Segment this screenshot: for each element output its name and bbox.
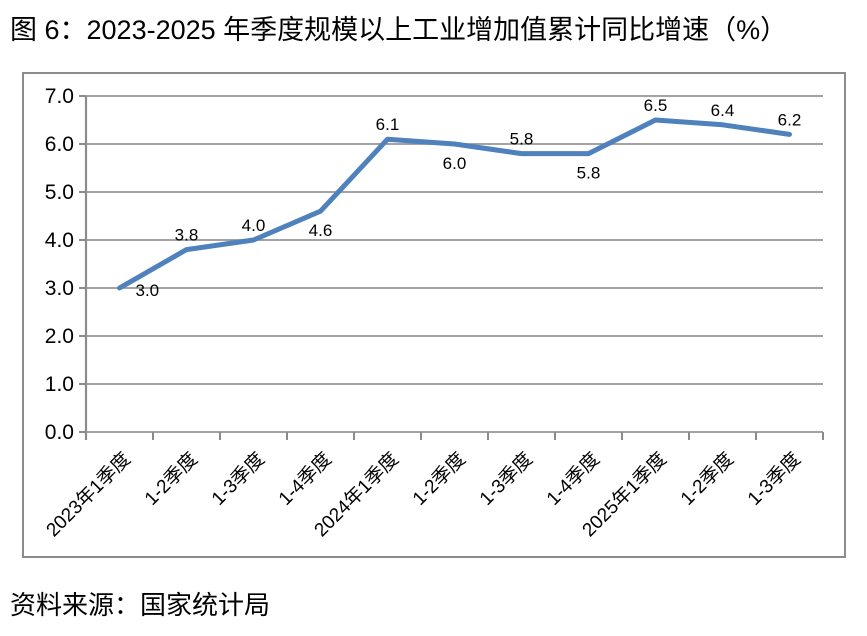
data-label: 4.0 xyxy=(242,216,266,235)
data-label: 3.8 xyxy=(175,226,199,245)
data-label: 4.6 xyxy=(309,221,333,240)
y-tick-label: 3.0 xyxy=(45,277,74,300)
y-tick-label: 0.0 xyxy=(45,421,74,444)
data-label: 5.8 xyxy=(577,164,601,183)
data-label: 6.0 xyxy=(443,154,467,173)
data-label: 6.1 xyxy=(376,115,400,134)
y-tick-label: 7.0 xyxy=(45,85,74,108)
x-tick-label: 1-3季度 xyxy=(743,448,805,510)
x-tick-label: 2023年1季度 xyxy=(42,448,135,541)
x-tick-label: 1-3季度 xyxy=(475,448,537,510)
y-tick-label: 4.0 xyxy=(45,229,74,252)
data-label: 6.2 xyxy=(778,110,802,129)
series-line xyxy=(117,117,792,291)
x-tick-label: 1-3季度 xyxy=(207,448,269,510)
x-tick-label: 1-4季度 xyxy=(274,448,336,510)
source-note: 资料来源：国家统计局 xyxy=(10,590,271,620)
data-label: 5.8 xyxy=(510,130,534,149)
chart-area: 0.0 1.0 2.0 3.0 4.0 5.0 6.0 7.0 2023年1季度 1-2季度 1-3… xyxy=(22,72,846,558)
x-tick-label: 1-2季度 xyxy=(676,448,738,510)
y-tick-label: 1.0 xyxy=(45,373,74,396)
figure-title: 图 6：2023-2025 年季度规模以上工业增加值累计同比增速（%） xyxy=(10,15,788,45)
data-label: 6.4 xyxy=(711,101,735,120)
x-tick-label: 1-2季度 xyxy=(408,448,470,510)
y-tick-label: 5.0 xyxy=(45,181,74,204)
y-tick-label: 6.0 xyxy=(45,133,74,156)
data-label: 6.5 xyxy=(644,96,668,115)
y-tick-label: 2.0 xyxy=(45,325,74,348)
data-label: 3.0 xyxy=(136,281,160,300)
x-tick-label: 1-4季度 xyxy=(542,448,604,510)
x-tick-label: 1-2季度 xyxy=(140,448,202,510)
